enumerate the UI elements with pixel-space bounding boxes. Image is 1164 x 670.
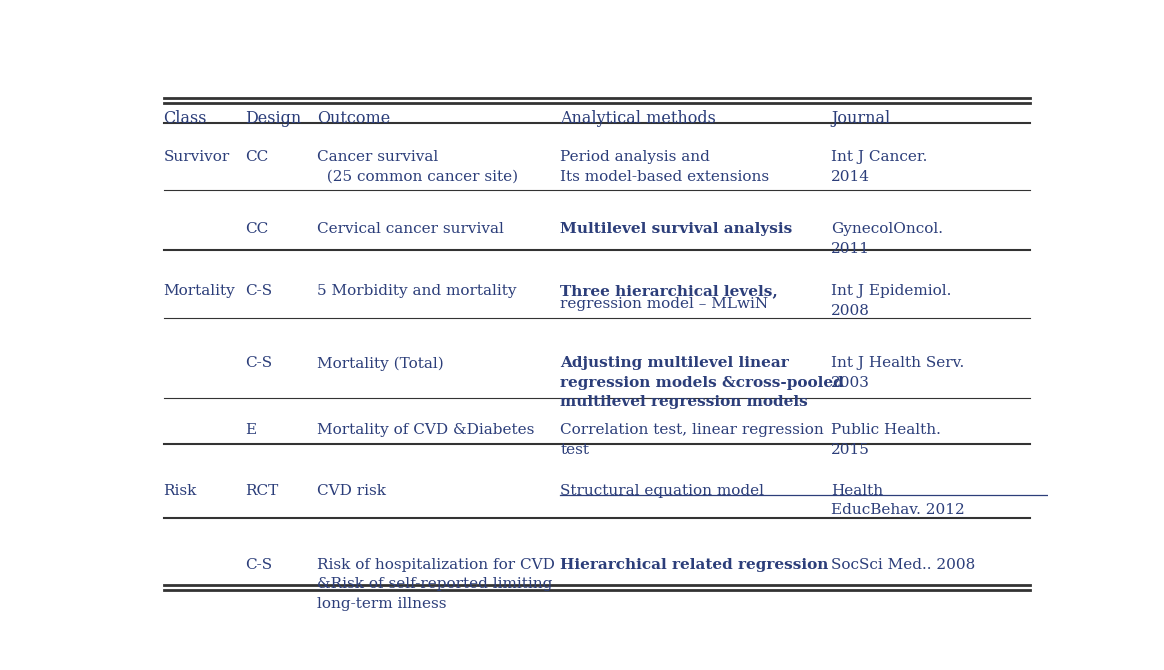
Text: Int J Cancer.
2014: Int J Cancer. 2014 — [831, 150, 928, 184]
Text: Hierarchical related regression: Hierarchical related regression — [561, 557, 829, 572]
Text: CC: CC — [244, 150, 268, 164]
Text: Mortality (Total): Mortality (Total) — [317, 356, 443, 371]
Text: CVD risk: CVD risk — [317, 484, 386, 498]
Text: Public Health.
2015: Public Health. 2015 — [831, 423, 941, 457]
Text: CC: CC — [244, 222, 268, 237]
Text: Three hierarchical levels,: Three hierarchical levels, — [561, 284, 779, 298]
Text: C-S: C-S — [244, 557, 272, 572]
Text: Int J Epidemiol.
2008: Int J Epidemiol. 2008 — [831, 284, 951, 318]
Text: Mortality: Mortality — [163, 284, 235, 298]
Text: Health
EducBehav. 2012: Health EducBehav. 2012 — [831, 484, 965, 517]
Text: Structural equation model: Structural equation model — [561, 484, 765, 498]
Text: Journal: Journal — [831, 110, 890, 127]
Text: Analytical methods: Analytical methods — [561, 110, 716, 127]
Text: Int J Health Serv.
2003: Int J Health Serv. 2003 — [831, 356, 964, 390]
Text: Cancer survival
  (25 common cancer site): Cancer survival (25 common cancer site) — [317, 150, 518, 184]
Text: Multilevel survival analysis: Multilevel survival analysis — [561, 222, 793, 237]
Text: E: E — [244, 423, 256, 438]
Text: C-S: C-S — [244, 284, 272, 298]
Text: SocSci Med.. 2008: SocSci Med.. 2008 — [831, 557, 975, 572]
Text: Period analysis and
Its model-based extensions: Period analysis and Its model-based exte… — [561, 150, 769, 184]
Text: GynecolOncol.
2011: GynecolOncol. 2011 — [831, 222, 943, 256]
Text: Adjusting multilevel linear
regression models &cross-pooled
multilevel regressio: Adjusting multilevel linear regression m… — [561, 356, 844, 409]
Text: RCT: RCT — [244, 484, 278, 498]
Text: Survivor: Survivor — [163, 150, 229, 164]
Text: Risk of hospitalization for CVD
&Risk of self-reported limiting
long-term illnes: Risk of hospitalization for CVD &Risk of… — [317, 557, 555, 610]
Text: Cervical cancer survival: Cervical cancer survival — [317, 222, 504, 237]
Text: Design: Design — [244, 110, 301, 127]
Text: 5 Morbidity and mortality: 5 Morbidity and mortality — [317, 284, 517, 298]
Text: C-S: C-S — [244, 356, 272, 371]
Text: Correlation test, linear regression
test: Correlation test, linear regression test — [561, 423, 824, 457]
Text: Class: Class — [163, 110, 207, 127]
Text: Mortality of CVD &Diabetes: Mortality of CVD &Diabetes — [317, 423, 534, 438]
Text: regression model – MLwiN: regression model – MLwiN — [561, 297, 768, 311]
Text: Risk: Risk — [163, 484, 197, 498]
Text: Outcome: Outcome — [317, 110, 390, 127]
